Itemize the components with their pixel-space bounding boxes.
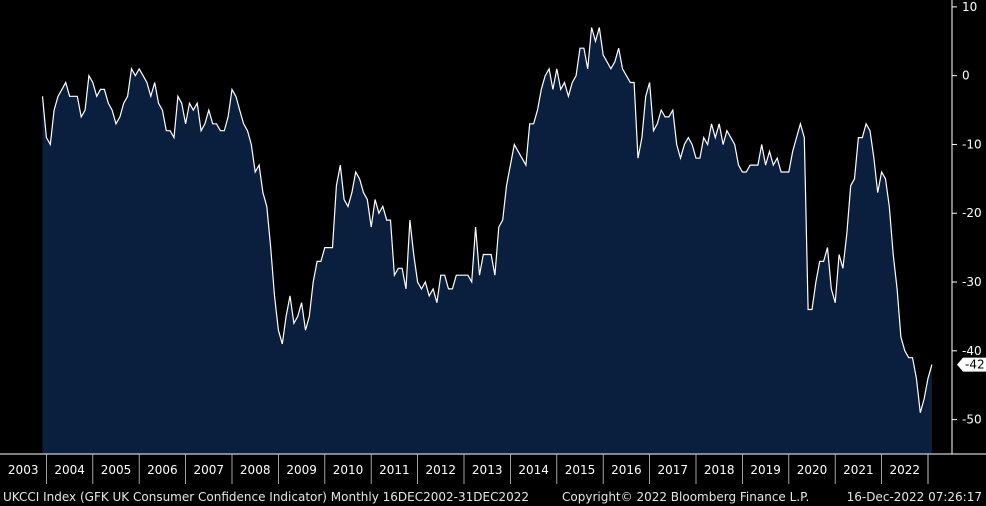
x-tick-label: 2021 <box>843 463 874 477</box>
x-tick-label: 2019 <box>750 463 781 477</box>
x-tick-label: 2022 <box>890 463 921 477</box>
x-tick-label: 2005 <box>101 463 132 477</box>
y-tick-label: -10 <box>962 137 982 151</box>
x-tick-label: 2003 <box>8 463 39 477</box>
x-tick-label: 2013 <box>472 463 503 477</box>
copyright-notice: Copyright© 2022 Bloomberg Finance L.P. <box>562 490 810 504</box>
last-value-badge <box>957 357 986 372</box>
last-value-label: -42 <box>965 358 985 372</box>
x-tick-label: 2012 <box>426 463 457 477</box>
series-area <box>42 27 932 454</box>
x-tick-label: 2016 <box>611 463 642 477</box>
x-tick-label: 2020 <box>797 463 828 477</box>
x-tick-label: 2010 <box>333 463 364 477</box>
series-line <box>41 27 933 413</box>
y-tick-label: -30 <box>962 275 982 289</box>
y-tick-label: 0 <box>962 69 970 83</box>
y-tick-label: -50 <box>962 413 982 427</box>
x-tick-label: 2006 <box>147 463 178 477</box>
x-tick-label: 2011 <box>379 463 410 477</box>
timestamp: 16-Dec-2022 07:26:17 <box>846 490 982 504</box>
x-axis: 2003 2004 2005 2006 2007 2008 2009 2010 2011 2012… <box>0 453 986 484</box>
x-tick-label: 2014 <box>518 463 549 477</box>
x-tick-label: 2015 <box>565 463 596 477</box>
consumer-confidence-chart: 100-10-20-30-40-50-42 2003 2004 2005 2006 20… <box>0 0 986 484</box>
x-tick-label: 2004 <box>54 463 85 477</box>
x-tick-label: 2007 <box>194 463 225 477</box>
x-tick-label: 2008 <box>240 463 271 477</box>
x-tick-label: 2018 <box>704 463 735 477</box>
x-tick-label: 2009 <box>286 463 317 477</box>
y-tick-label: -20 <box>962 206 982 220</box>
y-tick-label: 10 <box>962 0 977 14</box>
plot-area <box>41 27 933 454</box>
x-tick-label: 2017 <box>658 463 689 477</box>
y-tick-label: -40 <box>962 344 982 358</box>
series-description: UKCCI Index (GFK UK Consumer Confidence … <box>3 490 530 504</box>
y-axis: 10 0 -10 -20 -30 -40 -50 -42 <box>951 0 986 454</box>
